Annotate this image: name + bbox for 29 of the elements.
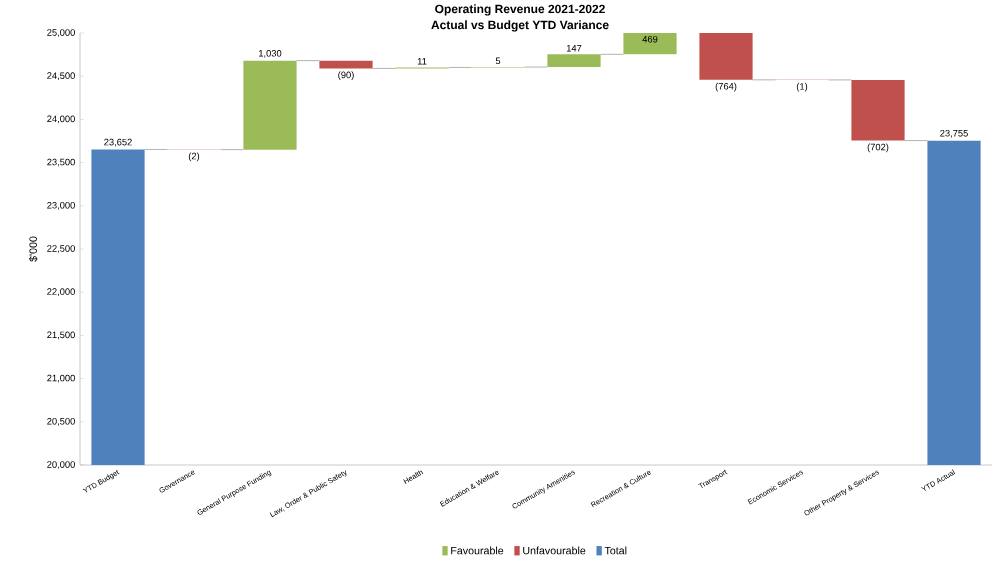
legend-label: Favourable: [451, 546, 504, 555]
data-label: 5: [495, 57, 501, 65]
y-tick-label: 21,000: [47, 374, 75, 383]
data-label: (764): [715, 82, 737, 92]
data-label: 469: [642, 35, 658, 43]
data-label: 23,652: [104, 138, 132, 147]
data-label: (2): [188, 152, 200, 162]
legend-label: Unfavourable: [523, 546, 586, 555]
y-tick-label: 20,500: [47, 417, 75, 426]
chart-subtitle: Actual vs Budget YTD Variance: [431, 20, 609, 32]
y-tick-label: 20,000: [47, 461, 75, 469]
y-tick-label: 23,000: [47, 201, 75, 210]
data-label: 11: [417, 58, 427, 65]
data-label: 1,030: [259, 50, 282, 58]
y-tick-label: 22,500: [47, 245, 75, 253]
y-tick-label: 21,500: [47, 331, 75, 340]
y-tick-label: 22,000: [47, 288, 75, 297]
chart-title: Operating Revenue 2021-2022: [435, 4, 605, 16]
data-label: 23,755: [940, 129, 968, 138]
y-tick-label: 24,500: [47, 72, 75, 81]
y-tick-label: 25,000: [47, 29, 75, 37]
y-tick-label: 24,000: [47, 115, 75, 124]
y-axis-title: $'000: [28, 236, 38, 262]
legend-label: Total: [604, 546, 627, 555]
data-label: (1): [796, 82, 808, 92]
y-tick-label: 23,500: [47, 158, 75, 167]
data-label: 147: [566, 44, 582, 52]
data-label: (90): [338, 71, 354, 81]
data-label: (702): [867, 143, 889, 153]
